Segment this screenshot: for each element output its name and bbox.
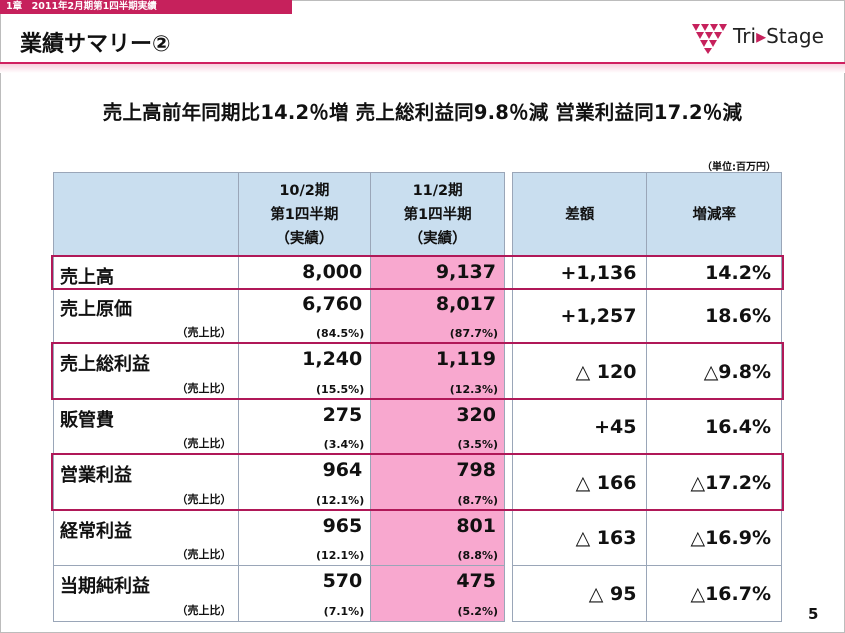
prev-value: 6,760 (84.5%) [237,288,372,344]
rate-value: △16.9% [646,510,782,566]
results-table: 10/2期 第1四半期 （実績） 11/2期 第1四半期 （実績） 売上高 8,000 … [53,172,505,622]
table-row: 当期純利益 （売上比） 570 (7.1%) 475 (5.2%) [53,565,505,622]
row-label: 営業利益 （売上比） [53,454,239,511]
rate-value: △16.7% [646,565,782,622]
unit-label: （単位:百万円） [702,162,776,173]
row-label: 販管費 （売上比） [53,399,239,455]
rate-value: △9.8% [646,343,782,400]
rate-value: △17.2% [646,454,782,511]
header-diff: 差額 [511,172,648,257]
table-row: 営業利益 （売上比） 964 (12.1%) 798 (8.7%) [53,454,505,511]
curr-value: 8,017 (87.7%) [370,288,505,344]
table-row: △ 95 △16.7% [511,565,782,622]
table-row: △ 163 △16.9% [511,510,782,566]
logo-wordmark: Tri▸Stage [733,24,824,48]
table-header-row: 10/2期 第1四半期 （実績） 11/2期 第1四半期 （実績） [53,172,505,257]
curr-value: 798 (8.7%) [370,454,505,511]
header-divider [0,62,845,64]
table-row: △ 120 △9.8% [511,343,782,400]
diff-value: △ 166 [511,454,648,511]
prev-value: 8,000 [237,256,372,289]
diff-value: △ 95 [511,565,648,622]
chapter-label: 1章 2011年2月期第1四半期実績 [0,0,292,14]
prev-value: 965 (12.1%) [237,510,372,566]
table-row: +1,136 14.2% [511,256,782,289]
header-empty [53,172,239,257]
curr-value: 475 (5.2%) [370,565,505,622]
table-row: 売上原価 （売上比） 6,760 (84.5%) 8,017 (87.7%) [53,288,505,344]
headline: 売上高前年同期比14.2％増 売上総利益同9.8％減 営業利益同17.2％減 [102,101,743,124]
tristage-logo: Tri▸Stage [690,22,840,54]
change-table: 差額 増減率 +1,136 14.2% +1,257 18.6% △ 120 △… [511,172,782,622]
table-row: +45 16.4% [511,399,782,455]
header-band [0,64,845,73]
header-rate: 増減率 [646,172,782,257]
table-row: 売上総利益 （売上比） 1,240 (15.5%) 1,119 (12.3%) [53,343,505,400]
rate-value: 16.4% [646,399,782,455]
prev-value: 1,240 (15.5%) [237,343,372,400]
prev-value: 570 (7.1%) [237,565,372,622]
header-prev-period: 10/2期 第1四半期 （実績） [237,172,372,257]
diff-value: △ 163 [511,510,648,566]
diff-value: +1,257 [511,288,648,344]
header-curr-period: 11/2期 第1四半期 （実績） [370,172,505,257]
row-label: 売上高 [53,256,239,289]
diff-value: +45 [511,399,648,455]
row-label: 売上原価 （売上比） [53,288,239,344]
curr-value: 801 (8.8%) [370,510,505,566]
diff-value: +1,136 [511,256,648,289]
table-row: +1,257 18.6% [511,288,782,344]
prev-value: 964 (12.1%) [237,454,372,511]
row-label: 当期純利益 （売上比） [53,565,239,622]
prev-value: 275 (3.4%) [237,399,372,455]
curr-value: 320 (3.5%) [370,399,505,455]
rate-value: 18.6% [646,288,782,344]
row-label: 売上総利益 （売上比） [53,343,239,400]
table-row: 経常利益 （売上比） 965 (12.1%) 801 (8.8%) [53,510,505,566]
row-label: 経常利益 （売上比） [53,510,239,566]
page-number: 5 [808,605,819,623]
curr-value: 9,137 [370,256,505,289]
table-row: 売上高 8,000 9,137 [53,256,505,289]
table-row: △ 166 △17.2% [511,454,782,511]
page-title: 業績サマリー② [20,32,171,57]
rate-value: 14.2% [646,256,782,289]
table-row: 販管費 （売上比） 275 (3.4%) 320 (3.5%) [53,399,505,455]
curr-value: 1,119 (12.3%) [370,343,505,400]
table-header-row: 差額 増減率 [511,172,782,257]
triangle-mark-icon [692,24,727,54]
diff-value: △ 120 [511,343,648,400]
